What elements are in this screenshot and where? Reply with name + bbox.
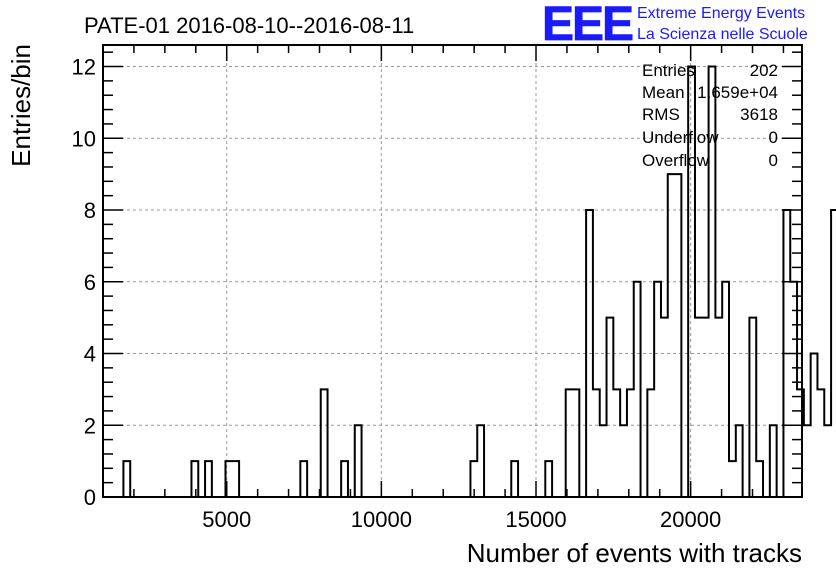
histogram-bin [668,174,675,497]
histogram-bin [620,425,627,497]
x-axis-title: Number of events with tracks [467,538,802,568]
histogram-bin [355,425,362,497]
x-tick-label: 5000 [202,507,251,532]
histogram-bin [191,461,198,497]
logo-line-2: La Scienza nelle Scuole [637,26,808,43]
plot-frame [102,44,803,498]
y-tick-label: 6 [84,270,96,295]
y-tick-label: 2 [84,413,96,438]
histogram-bin [749,318,756,497]
stat-overflow-label: Overflow [642,151,710,170]
histogram-bin [695,318,702,497]
histogram-bin [647,389,654,497]
x-tick-label: 20000 [660,507,721,532]
stat-entries-label: Entries [642,61,695,80]
histogram-bin [817,389,824,497]
histogram-bin [300,461,307,497]
stat-overflow-value: 0 [769,151,778,170]
stat-underflow-label: Underflow [642,128,719,147]
histogram-bin [654,282,661,497]
histogram-bin [790,282,797,497]
eee-logo: EEE Extreme Energy Events La Scienza nel… [542,0,808,51]
histogram-bin [341,461,348,497]
histogram-bin [613,389,620,497]
stats-box: Entries 202 Mean 1.659e+04 RMS 3618 Unde… [642,61,778,170]
y-axis-title: Entries/bin [6,44,36,167]
grid-lines [103,45,802,497]
histogram-bin [573,389,580,497]
histogram-bin [477,425,484,497]
y-tick-label: 0 [84,485,96,510]
histogram-bin [729,461,736,497]
histogram-bin [770,425,777,497]
histogram-bin [756,461,763,497]
histogram-bin [661,318,668,497]
stat-mean-label: Mean [642,83,685,102]
histogram-bin [736,425,743,497]
histogram-bin [593,389,600,497]
stat-rms-value: 3618 [740,105,778,124]
axis-ticks [102,45,802,498]
y-tick-label: 10 [72,126,96,151]
histogram-bin [804,425,811,497]
y-tick-label: 12 [72,55,96,80]
histogram-bin [123,461,130,497]
histogram-bin [607,318,614,497]
histogram-bin [205,461,212,497]
stat-underflow-value: 0 [769,128,778,147]
histogram-bin [722,282,729,497]
histogram-bin [232,461,239,497]
histogram-bin [824,425,831,497]
histogram-bin [566,389,573,497]
eee-logo-mark: EEE [542,0,633,51]
logo-line-1: Extreme Energy Events [637,5,805,22]
histogram-bin [634,282,641,497]
x-tick-label: 10000 [351,507,412,532]
histogram-bin [675,174,682,497]
histogram-bin [511,461,518,497]
stat-entries-value: 202 [750,61,778,80]
x-tick-label: 15000 [505,507,566,532]
chart-title: PATE-01 2016-08-10--2016-08-11 [84,13,414,38]
histogram-bin [600,425,607,497]
stat-mean-value: 1.659e+04 [697,83,778,102]
histogram-bin [811,354,818,497]
histogram-bin [627,389,634,497]
histogram-bin [321,389,328,497]
tick-labels: 5000 10000 15000 20000 0 2 4 6 8 10 12 [72,55,722,532]
histogram-bin [702,318,709,497]
stat-rms-label: RMS [642,105,680,124]
y-tick-label: 8 [84,198,96,223]
y-tick-label: 4 [84,342,96,367]
histogram-bin [545,461,552,497]
histogram-bin [715,318,722,497]
